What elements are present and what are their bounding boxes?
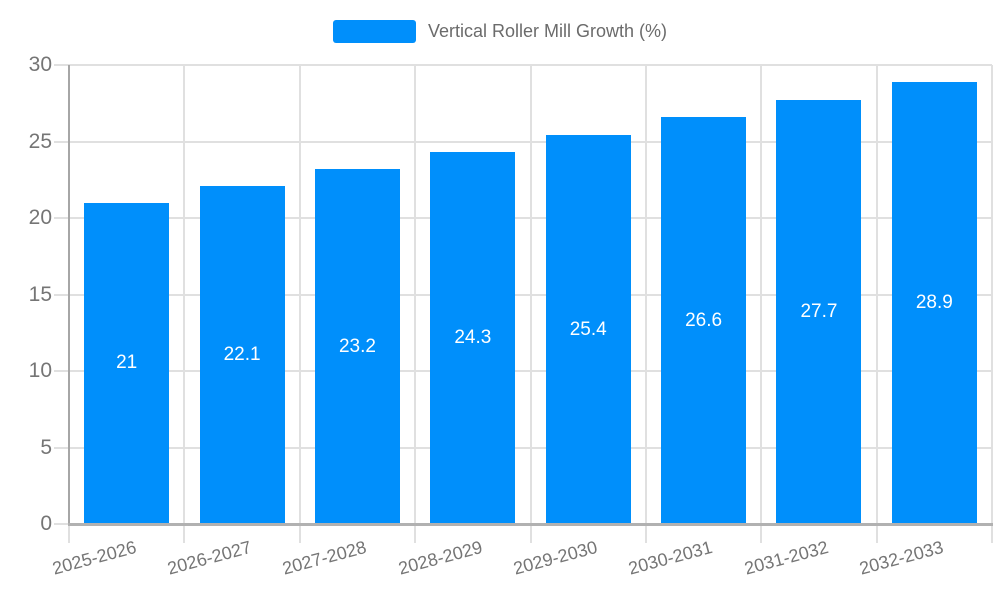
bar-2028-2029[interactable]: 24.3 (430, 152, 516, 524)
y-tick-label: 5 (40, 435, 52, 459)
y-tick-label: 10 (28, 359, 52, 382)
bar-value-label: 28.9 (915, 291, 953, 313)
bar-2032-2033[interactable]: 28.9 (891, 81, 977, 524)
x-tick-label: 2030-2031 (626, 536, 715, 579)
legend-swatch-icon[interactable] (332, 20, 416, 43)
bar-value-label: 23.2 (338, 335, 376, 357)
v-gridline (298, 65, 301, 543)
bar-value-label: 22.1 (223, 343, 261, 365)
bar-2030-2031[interactable]: 26.6 (661, 117, 747, 524)
v-gridline (644, 65, 647, 543)
h-gridline (54, 140, 992, 143)
y-tick-label: 15 (28, 282, 52, 306)
bar-value-label: 27.7 (800, 301, 838, 323)
bar-value-label: 25.4 (569, 318, 607, 340)
y-axis-line (68, 65, 70, 524)
legend: Vertical Roller Mill Growth (%) (0, 20, 1000, 43)
bar-value-label: 24.3 (454, 327, 492, 349)
x-axis-line (68, 523, 993, 526)
bar-2029-2030[interactable]: 25.4 (545, 135, 631, 524)
x-tick-label: 2026-2027 (165, 536, 254, 579)
x-tick-label: 2027-2028 (280, 536, 369, 579)
x-tick-label: 2025-2026 (49, 536, 139, 579)
v-gridline (529, 65, 532, 543)
bar-2031-2032[interactable]: 27.7 (776, 100, 862, 524)
v-gridline (760, 65, 763, 543)
x-tick-label: 2031-2032 (742, 536, 831, 579)
v-gridline (991, 65, 993, 543)
x-tick-label: 2028-2029 (395, 536, 485, 579)
legend-label[interactable]: Vertical Roller Mill Growth (%) (427, 21, 668, 41)
bar-value-label: 26.6 (685, 309, 723, 331)
y-tick-label: 0 (40, 512, 52, 535)
y-tick-label: 30 (28, 53, 52, 76)
bar-2027-2028[interactable]: 23.2 (314, 169, 400, 524)
h-gridline (54, 293, 992, 296)
bar-value-label: 21 (116, 352, 138, 374)
h-gridline (54, 370, 992, 372)
h-gridline (54, 217, 992, 219)
v-gridline (875, 65, 878, 543)
bar-2025-2026[interactable]: 21 (84, 202, 170, 524)
x-tick-label: 2032-2033 (857, 536, 946, 579)
h-gridline (54, 446, 992, 449)
v-gridline (414, 65, 417, 543)
bar-2026-2027[interactable]: 22.1 (199, 185, 285, 524)
h-gridline (54, 64, 992, 66)
x-tick-label: 2029-2030 (511, 536, 600, 579)
y-tick-label: 25 (28, 129, 52, 153)
v-gridline (183, 65, 186, 543)
y-tick-label: 20 (28, 206, 52, 229)
